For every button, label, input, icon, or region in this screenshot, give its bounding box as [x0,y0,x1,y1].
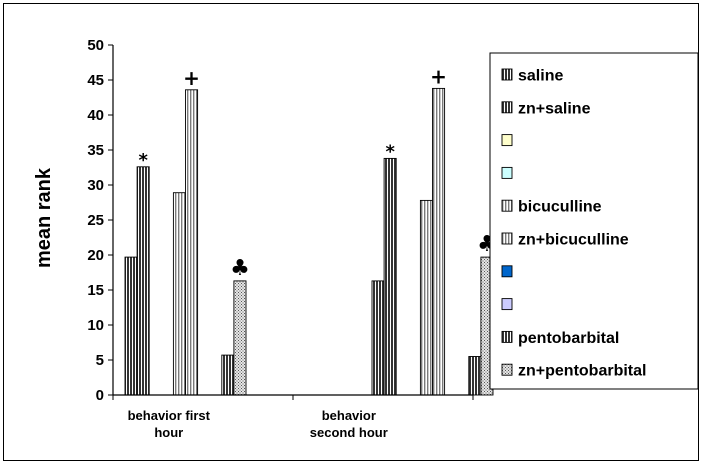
y-axis-label: mean rank [33,167,55,268]
chart-frame: 0 5 10 15 20 25 30 35 40 45 50 * + ♣ * + ♣ behavior fir… [3,3,699,461]
x-tick-label: behavior first hour [128,408,211,440]
significance-marker: * [385,141,395,162]
legend-swatch [501,363,513,376]
legend-swatch [501,68,513,81]
significance-marker: * [138,150,148,171]
y-tick-label: 5 [96,352,104,369]
bar-zn-saline [383,157,397,396]
significance-marker: + [430,64,447,88]
bar-group [124,87,494,396]
legend-swatch [501,298,513,311]
bar-zn-saline [136,166,150,396]
legend-label: saline [518,68,563,85]
legend-label: pentobarbital [518,330,619,347]
bar-saline [124,256,138,396]
legend-box [489,52,699,390]
y-tick-label: 35 [87,142,104,159]
legend-label: zn+saline [518,100,591,117]
significance-marker: ♣ [230,256,250,281]
legend-swatch [501,199,513,212]
legend-swatch [501,330,513,343]
legend-label: zn+pentobarbital [518,363,646,380]
x-tick-label: behavior second hour [310,408,388,440]
y-tick-label: 15 [87,282,104,299]
legend-swatch [501,166,513,179]
bar-pentobarbital [468,356,482,396]
y-tick-label: 25 [87,212,104,229]
bar-bicuculline [419,199,433,396]
legend-label: bicuculline [518,199,602,216]
legend-swatch [501,265,513,278]
x-axis: behavior first hour behavior second hour [112,394,474,440]
y-tick-label: 40 [87,107,104,124]
significance-marker: + [183,66,200,90]
bar-bicuculline [172,192,186,396]
bar-zn-bicuculline [432,87,446,396]
legend: saline zn+saline bicuculline zn+bicuculline… [489,52,699,390]
y-tick-label: 20 [87,247,104,264]
y-axis: 0 5 10 15 20 25 30 35 40 45 50 [87,37,114,404]
y-tick-label: 10 [87,317,104,334]
y-tick-label: 45 [87,72,104,89]
legend-swatch [501,232,513,245]
bar-saline [371,280,385,396]
bar-pentobarbital [221,354,235,396]
y-tick-label: 30 [87,177,104,194]
legend-swatch [501,101,513,114]
y-tick-label: 0 [96,387,104,404]
bar-zn-pentobarbital [233,280,247,396]
bar-zn-bicuculline [185,89,199,396]
legend-swatch [501,134,513,147]
legend-label: zn+bicuculline [518,232,629,249]
y-tick-label: 50 [87,37,104,54]
